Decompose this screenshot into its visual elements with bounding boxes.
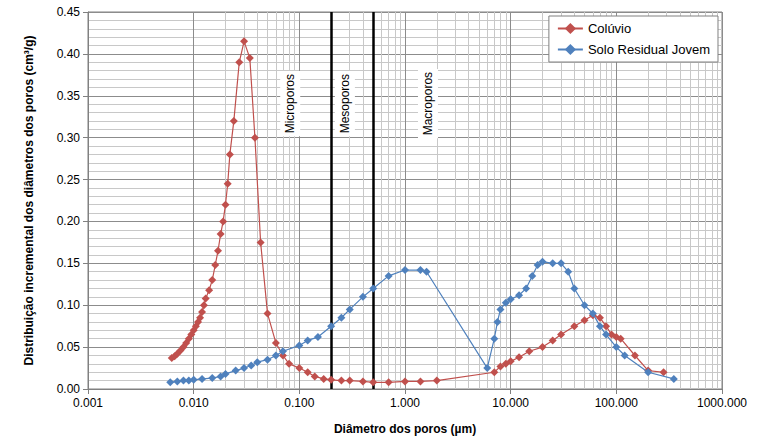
- svg-text:0.10: 0.10: [57, 298, 81, 312]
- svg-text:0.001: 0.001: [73, 396, 103, 410]
- svg-text:0.05: 0.05: [57, 340, 81, 354]
- svg-text:0.15: 0.15: [57, 256, 81, 270]
- svg-text:0.40: 0.40: [57, 47, 81, 61]
- svg-text:1.000: 1.000: [390, 396, 420, 410]
- svg-text:Colúvio: Colúvio: [588, 21, 631, 36]
- svg-text:10.000: 10.000: [492, 396, 529, 410]
- svg-text:Distribuição incremental dos d: Distribuição incremental dos diâmetros d…: [22, 35, 36, 365]
- svg-text:Macroporos: Macroporos: [421, 72, 435, 135]
- svg-text:0.00: 0.00: [57, 382, 81, 396]
- svg-text:100.000: 100.000: [595, 396, 639, 410]
- svg-text:0.25: 0.25: [57, 173, 81, 187]
- svg-text:1000.000: 1000.000: [697, 396, 747, 410]
- svg-text:Diâmetro dos poros (µm): Diâmetro dos poros (µm): [334, 422, 476, 436]
- svg-text:0.45: 0.45: [57, 5, 81, 19]
- svg-text:Microporos: Microporos: [283, 74, 297, 133]
- svg-text:0.35: 0.35: [57, 89, 81, 103]
- svg-text:0.010: 0.010: [179, 396, 209, 410]
- svg-text:Mesoporos: Mesoporos: [338, 74, 352, 133]
- svg-text:0.100: 0.100: [284, 396, 314, 410]
- svg-text:0.30: 0.30: [57, 131, 81, 145]
- svg-text:Solo Residual Jovem: Solo Residual Jovem: [588, 42, 710, 57]
- svg-text:0.20: 0.20: [57, 214, 81, 228]
